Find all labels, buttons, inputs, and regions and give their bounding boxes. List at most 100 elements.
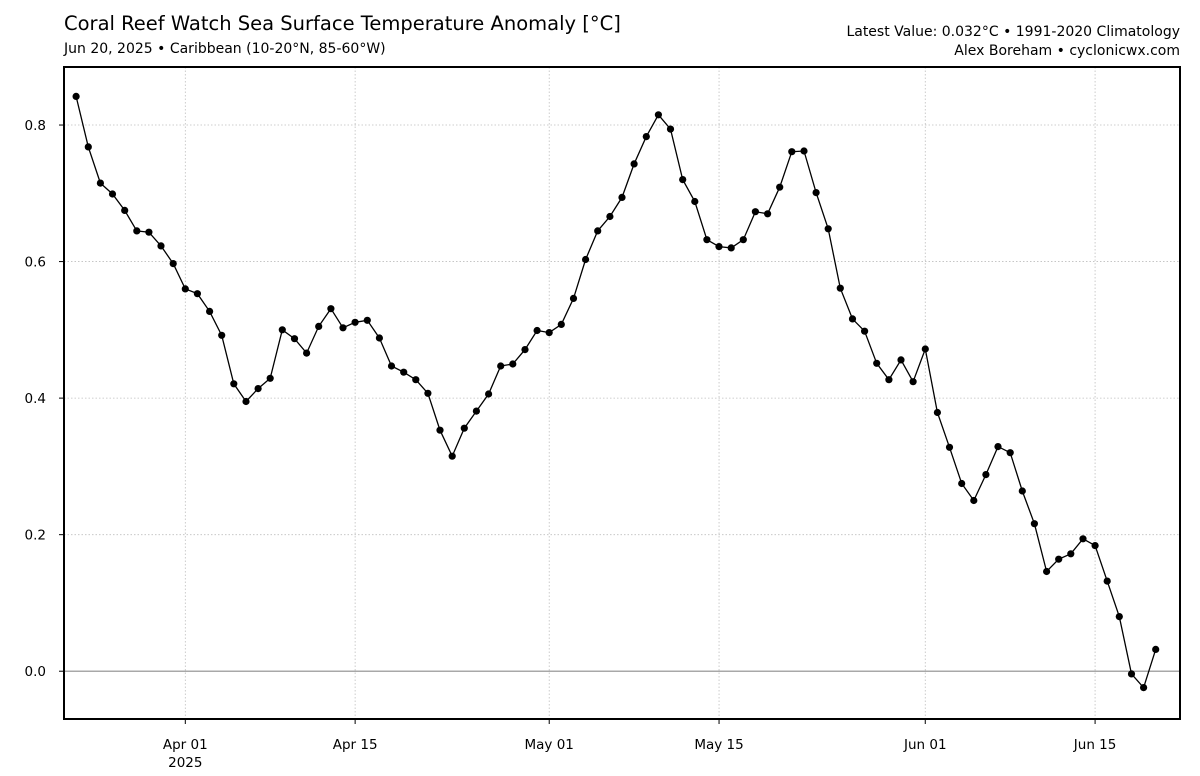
data-point (375, 334, 383, 342)
data-point (666, 125, 675, 133)
data-point (448, 452, 456, 460)
data-point (278, 326, 286, 334)
data-point (1006, 449, 1014, 457)
data-point (242, 397, 250, 406)
data-point (654, 111, 663, 119)
data-point (157, 242, 165, 250)
data-point (1091, 542, 1099, 550)
credit-text: Alex Boreham • cyclonicwx.com (954, 43, 1180, 59)
data-point (315, 322, 323, 330)
data-point (727, 244, 735, 252)
data-point (873, 359, 881, 367)
data-point (509, 360, 517, 368)
data-point (751, 208, 760, 216)
data-point (363, 316, 371, 324)
data-point (642, 133, 650, 141)
data-point (1055, 555, 1063, 563)
data-point (715, 243, 723, 251)
data-point (618, 193, 626, 201)
data-point (436, 426, 444, 434)
data-point (254, 385, 262, 393)
y-tick-label: 0.8 (25, 118, 46, 134)
data-point (1018, 487, 1026, 495)
x-tick-label: Apr 15 (333, 737, 378, 753)
data-point (885, 376, 893, 384)
data-point (1079, 535, 1087, 543)
chart-subtitle: Jun 20, 2025 • Caribbean (10-20°N, 85-60… (64, 41, 386, 57)
data-point (339, 324, 347, 332)
data-point (982, 471, 990, 479)
x-tick-label: Jun 15 (1073, 737, 1117, 753)
x-tick-label: Jun 01 (903, 737, 947, 753)
data-point (606, 212, 614, 221)
data-point (169, 260, 177, 268)
data-point (812, 189, 820, 197)
y-tick-label: 0.2 (25, 528, 46, 544)
data-point (557, 320, 565, 328)
data-point (230, 380, 238, 388)
data-point (739, 236, 747, 244)
info-block: Latest Value: 0.032°C • 1991-2020 Climat… (846, 23, 1180, 61)
y-tick-label: 0.6 (25, 255, 46, 271)
chart-title: Coral Reef Watch Sea Surface Temperature… (64, 12, 621, 35)
data-point (193, 290, 201, 298)
data-point (933, 408, 942, 417)
data-point (72, 92, 80, 100)
data-point (84, 143, 92, 151)
data-point (497, 362, 505, 370)
data-point (472, 407, 480, 415)
x-tick-year-label: 2025 (168, 755, 202, 771)
data-point (970, 496, 978, 505)
data-point (121, 206, 129, 214)
x-axis: Apr 01 2025 Apr 15 May 01 May 15 Jun 01 Jun 15 (163, 719, 1116, 771)
data-point (1043, 567, 1051, 576)
data-point (1030, 520, 1038, 528)
data-point (424, 389, 432, 397)
data-point (1103, 577, 1111, 585)
data-point (96, 179, 104, 187)
data-point (351, 318, 359, 326)
data-point (400, 368, 408, 376)
x-tick-label: May 01 (525, 737, 574, 753)
x-tick-label: May 15 (694, 737, 743, 753)
data-point (861, 327, 869, 335)
data-points (72, 92, 1160, 692)
data-point (1152, 645, 1160, 654)
data-point (582, 255, 590, 264)
data-point (485, 390, 493, 398)
data-point (218, 331, 226, 339)
data-point (945, 443, 954, 451)
data-point (145, 228, 153, 236)
data-point (133, 227, 141, 235)
data-point (387, 362, 396, 370)
data-point (909, 378, 917, 386)
data-point (545, 329, 553, 337)
data-point (290, 335, 299, 343)
latest-value-text: Latest Value: 0.032°C • 1991-2020 Climat… (846, 24, 1180, 40)
x-tick-label: Apr 01 (163, 737, 208, 753)
data-point (703, 236, 711, 244)
data-point (764, 210, 772, 218)
data-point (958, 479, 966, 488)
data-point (897, 356, 905, 364)
data-point (1140, 684, 1148, 692)
data-point (630, 160, 638, 168)
data-point (206, 307, 214, 315)
data-point (266, 374, 274, 382)
data-point (800, 147, 808, 155)
y-tick-label: 0.4 (25, 391, 46, 407)
data-point (691, 197, 699, 206)
data-point (412, 376, 420, 384)
data-point (1115, 613, 1123, 621)
data-point (521, 346, 529, 354)
data-point (776, 183, 784, 191)
plot-frame (63, 66, 1181, 720)
y-tick-label: 0.0 (25, 664, 46, 680)
data-point (679, 176, 687, 184)
data-point (594, 227, 602, 235)
grid-lines (64, 67, 1180, 719)
data-point (1127, 670, 1136, 678)
series-line (75, 96, 1157, 689)
data-point (848, 315, 857, 323)
